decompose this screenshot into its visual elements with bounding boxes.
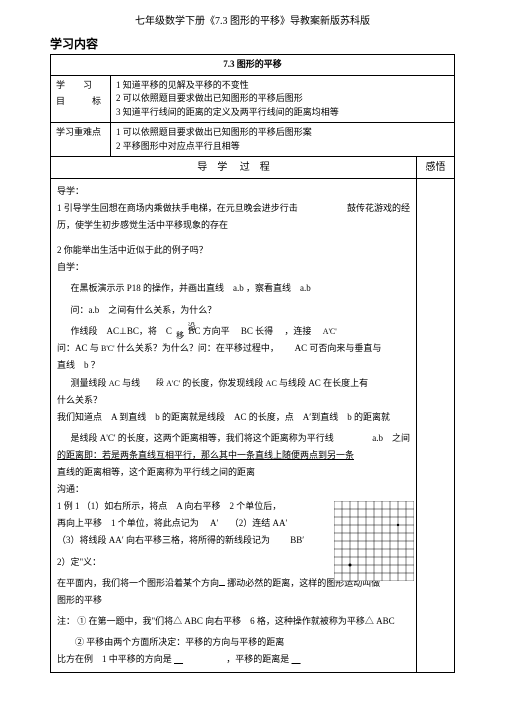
line-10: 直线 b ？	[57, 357, 410, 374]
lesson-table: 7.3 图形的平移 学 习 目 标 1 知道平移的见解及平移的不变性 2 可以依…	[50, 54, 455, 673]
t8a: 作线段 AC⊥BC，将 C	[71, 326, 172, 336]
t8c: BC 长得	[241, 326, 273, 336]
process-right: 过 程	[240, 162, 270, 173]
sense-header: 感悟	[417, 157, 455, 179]
line-6: 在黑板演示示 P18 的操作，并画出直线 a.b ，察看直线 a.b	[57, 280, 410, 297]
t11v: 段	[142, 379, 164, 388]
t22a: 在平面内，我们将一个图形沿着某个方向	[57, 578, 219, 588]
line-16: 直线的距离相等，这个距离称为平行线之间的距离	[57, 464, 410, 481]
t14b: a.b 之间	[372, 430, 410, 447]
line-9: 问：AC 与 B'C' 什么关系？为什么？问：在平移过程中， AC 可否向来与垂…	[57, 340, 410, 357]
label-keypoint: 学习重难点	[51, 123, 111, 157]
t19b: A′	[210, 518, 218, 528]
t8e: A'C'	[323, 327, 337, 336]
t20b: BB′	[290, 535, 304, 545]
t11a: 测量线段	[71, 378, 107, 388]
label-study-goal: 学 习 目 标	[51, 75, 111, 123]
main-body: 导学： 1 引导学生回想在商场内乘做扶手电梯，在元旦晚会进步行击 鼓传花游戏的经…	[51, 179, 416, 672]
t19a: 再向上平移 1 个单位，将此点记为	[57, 518, 199, 528]
t26b: ，平移的距离是	[226, 654, 289, 664]
t9b: B'C'	[101, 344, 115, 353]
t9c: 什么关系？为什么？问：在平移过程中，	[117, 343, 275, 353]
line-zixue: 自学：	[57, 259, 410, 276]
t2b: 鼓传花游戏的经	[347, 200, 410, 217]
line-25: ② 平移由两个方面所决定：平移的方向与平移的距离	[57, 634, 410, 651]
t9d: AC 可否向来与垂直与	[295, 343, 382, 353]
line-26: 比方在例 1 中平移的方向是 ，平移的距离是	[57, 651, 410, 668]
t20a: （3）将线段 AA′ 向右平移三格，将所得的新线段记为	[57, 535, 270, 545]
line-13: 我们知道点 A 到直线 b 的距离就是线段 AC 的长度，点 A′到直线 b 的…	[57, 409, 410, 426]
t19c: （2）连结 AA′	[230, 518, 288, 528]
line-3: 历，使学生初步感觉生活中平移现象的存在	[57, 217, 410, 234]
line-daoxue: 导学：	[57, 183, 410, 200]
goal-3: 3 知道平行线间的距离的定义及两平行线间的距离均相等	[116, 106, 449, 120]
t26a: 比方在例 1 中平移的方向是	[57, 654, 172, 664]
line-8: 作线段 AC⊥BC，将 C 沿移 BC 方向平 BC 长得 ，连接 A'C'	[57, 323, 410, 341]
t15u: 的距离即：若是两条直线互相平行，那么其中一条直线上随便两点到另一条	[57, 450, 354, 460]
line-17: 沟通：	[57, 481, 410, 498]
goal-1: 1 知道平移的见解及平移的不变性	[116, 79, 449, 93]
process-header: 导 学 过 程	[51, 157, 417, 179]
t9a: 问：AC 与	[57, 343, 99, 353]
line-23: 图形的平移	[57, 592, 410, 609]
t11g: 与线段	[279, 378, 306, 388]
t2a: 1 引导学生回想在商场内乘做扶手电梯，在元旦晚会进步行击	[57, 203, 298, 213]
line-15: 的距离即：若是两条直线互相平行，那么其中一条直线上随便两点到另一条	[57, 447, 410, 464]
t8v: 沿移	[174, 323, 186, 341]
line-12: 什么关系？	[57, 392, 410, 409]
t11b: AC	[109, 379, 120, 388]
keypoints-cell: 1 可以依照题目要求做出已知图形的平移后图形案 2 平移图形中对应点平行且相等	[111, 123, 455, 157]
sense-column	[417, 179, 455, 673]
label-goal: 目 标	[56, 95, 105, 109]
line-7: 问：a.b 之间有什么关系，为什么？	[57, 302, 410, 319]
t11e: 的长度，你发现线段	[182, 378, 263, 388]
line-2: 1 引导学生回想在商场内乘做扶手电梯，在元旦晚会进步行击 鼓传花游戏的经	[57, 200, 410, 217]
line-4: 2 你能举出生活中近似于此的例子吗？	[57, 242, 410, 259]
t11f: AC	[266, 379, 277, 388]
lesson-title: 7.3 图形的平移	[51, 55, 455, 76]
grid-diagram	[334, 501, 414, 581]
t11h: AC 在长度上有	[308, 378, 368, 388]
t8d: ，连接	[284, 326, 311, 336]
line-11: 测量线段 AC 与线 段 A'C' 的长度，你发现线段 AC 与线段 AC 在长…	[57, 375, 410, 392]
section-heading: 学习内容	[50, 35, 455, 52]
goals-cell: 1 知道平移的见解及平移的不变性 2 可以依照题目要求做出已知图形的平移后图形 …	[111, 75, 455, 123]
content-area: 学习内容 7.3 图形的平移 学 习 目 标 1 知道平移的见解及平移的不变性 …	[0, 35, 505, 673]
page-header: 七年级数学下册《7.3 图形的平移》导教案新版苏科版	[0, 0, 505, 35]
label-study: 学 习	[56, 79, 105, 93]
line-24: 注： ① 在第一题中，我"们将△ ABC 向右平移 6 格，这种操作就被称为平移…	[57, 613, 410, 630]
t8b: BC 方向平	[188, 326, 229, 336]
keypoint-2: 2 平移图形中对应点平行且相等	[116, 140, 449, 154]
t11d: A'C'	[166, 379, 180, 388]
keypoint-1: 1 可以依照题目要求做出已知图形的平移后图形案	[116, 126, 449, 140]
t14a: 是线段 A'C' 的长度，这两个距离相等，我们将这个距离称为平行线	[57, 430, 334, 447]
process-left: 导 学	[197, 162, 227, 173]
line-14: 是线段 A'C' 的长度，这两个距离相等，我们将这个距离称为平行线 a.b 之间	[57, 430, 410, 447]
goal-2: 2 可以依照题目要求做出已知图形的平移后图形	[116, 92, 449, 106]
t11c: 与线	[122, 378, 140, 388]
